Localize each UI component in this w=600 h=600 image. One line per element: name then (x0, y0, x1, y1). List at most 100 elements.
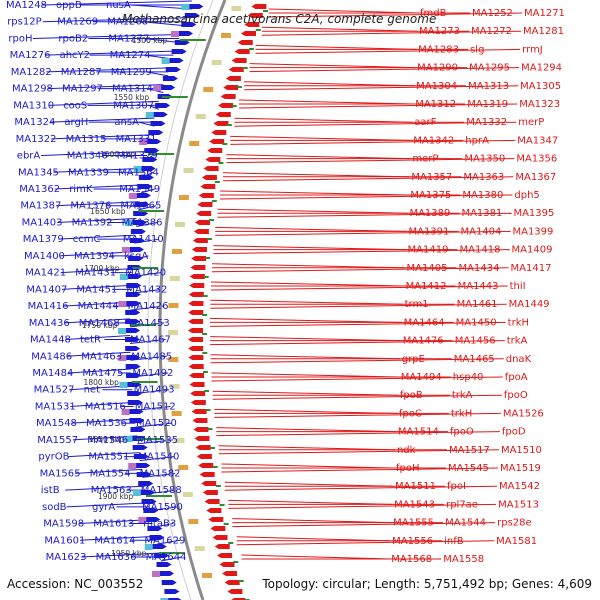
leader-line-right (268, 12, 523, 18)
gene-label-left: MA1623 (46, 552, 87, 563)
gene-label-left: MA1432 (126, 284, 167, 295)
leader-line-right (221, 467, 499, 473)
forward-gene-arrow (125, 355, 141, 360)
gene-label-right: MA1347 (517, 135, 558, 146)
gene-label-left: MA1536 (86, 418, 127, 429)
forward-gene-arrow (133, 211, 149, 216)
reverse-gene-arrow (207, 148, 223, 153)
leader-line-left (79, 535, 157, 541)
annotation-block (174, 222, 185, 227)
gene-label-left: MA1376 (70, 201, 111, 212)
gene-label-right: MA1544 (445, 518, 486, 529)
gene-label-right: MA1476 (403, 336, 444, 347)
leader-line-right (217, 208, 408, 214)
leader-line-right (210, 317, 402, 323)
gene-label-left: MA1349 (119, 184, 160, 195)
reverse-gene-arrow (188, 364, 204, 369)
leader-line-left (81, 552, 161, 558)
gene-label-left: MA1362 (19, 184, 60, 195)
leader-line-right (210, 281, 404, 287)
reverse-gene-arrow (193, 427, 209, 432)
gene-label-right: MA1304 (416, 81, 457, 92)
gene-label-left: MA1453 (129, 318, 170, 329)
forward-gene-arrow (133, 454, 149, 459)
forward-gene-arrow (168, 58, 184, 63)
leader-line-right (244, 85, 519, 91)
gene-label-left: MA1346 (67, 151, 108, 162)
gene-label-left: MA1444 (78, 301, 119, 312)
gene-label-right: MA1283 (418, 44, 459, 55)
gene-label-right: fpoB (400, 390, 423, 401)
leader-line-left (146, 71, 169, 77)
leader-line-right (234, 117, 413, 123)
annotation-block (171, 411, 182, 416)
gene-label-right: MA1313 (468, 81, 509, 92)
annotation-block (174, 438, 185, 443)
gene-label-right: MA1323 (519, 99, 560, 110)
annotation-block (194, 546, 205, 551)
gene-label-right: MA1381 (461, 208, 502, 219)
gene-label-left: MA1563 (91, 485, 132, 496)
forward-gene-arrow (150, 121, 166, 126)
tick-dot (207, 428, 213, 430)
leader-line-right (224, 485, 498, 491)
gene-label-left: MA1298 (12, 84, 53, 95)
annotation-block (182, 492, 193, 497)
annotation-block (138, 517, 147, 523)
gene-label-left: oppB (56, 0, 82, 11)
gene-label-right: MA1419 (408, 245, 449, 256)
scale-tick-label: 1800 kbp (84, 378, 120, 387)
annotation-block (119, 382, 128, 388)
gene-label-right: MA1568 (391, 554, 432, 565)
gene-label-right: fmdB (420, 8, 447, 19)
annotation-block (220, 33, 231, 38)
gene-label-right: MA1405 (407, 263, 448, 274)
gene-label-left: MA1548 (36, 418, 77, 429)
annotation-block (118, 328, 127, 334)
annotation-block (161, 58, 170, 64)
annotation-block (231, 6, 242, 11)
tick-dot (209, 447, 215, 449)
gene-label-right: MA1342 (413, 135, 454, 146)
leader-line-left (142, 21, 186, 27)
tick-dot (228, 542, 234, 544)
tick-dot (231, 105, 237, 107)
leader-line-left (140, 188, 155, 194)
forward-gene-arrow (148, 130, 164, 135)
gene-label-left: MA1484 (32, 368, 73, 379)
gene-label-left: MA1420 (125, 268, 166, 279)
gene-label-right: MA1357 (411, 172, 452, 183)
forward-gene-arrow (138, 175, 154, 180)
reverse-gene-arrow (198, 193, 214, 198)
gene-label-right: MA1556 (392, 536, 433, 547)
gene-label-right: dph5 (514, 190, 539, 201)
tick-dot (204, 390, 210, 392)
gene-label-right: MA1363 (463, 172, 504, 183)
leader-line-left (45, 50, 174, 56)
annotation-block (169, 384, 180, 389)
gene-label-right: MA1367 (515, 172, 556, 183)
forward-gene-arrow (152, 112, 168, 117)
gene-label-right: MA1449 (509, 299, 550, 310)
reverse-gene-arrow (228, 67, 244, 72)
annotation-block (118, 301, 127, 307)
gene-label-left: MA1268 (107, 17, 148, 28)
leader-line-left (156, 539, 181, 545)
gene-label-left: MA1535 (137, 435, 178, 446)
leader-line-right (232, 522, 496, 528)
reverse-gene-arrow (188, 319, 204, 324)
gene-label-left: MA1451 (76, 284, 117, 295)
gene-label-left: gyrA (92, 502, 115, 513)
reverse-gene-arrow (194, 220, 210, 225)
gene-label-left: MA1269 (57, 17, 98, 28)
gene-label-left: MA1410 (123, 234, 164, 245)
forward-gene-arrow (125, 292, 141, 297)
leader-line-right (212, 394, 502, 400)
gene-label-left: MA1329 (117, 151, 158, 162)
gene-label-left: MA1322 (16, 134, 57, 145)
tick-dot (238, 580, 244, 582)
gene-label-left: MA1307 (113, 100, 154, 111)
leader-line-right (211, 372, 399, 378)
gene-label-left: MA1310 (13, 100, 54, 111)
backbone-line (158, 0, 227, 600)
